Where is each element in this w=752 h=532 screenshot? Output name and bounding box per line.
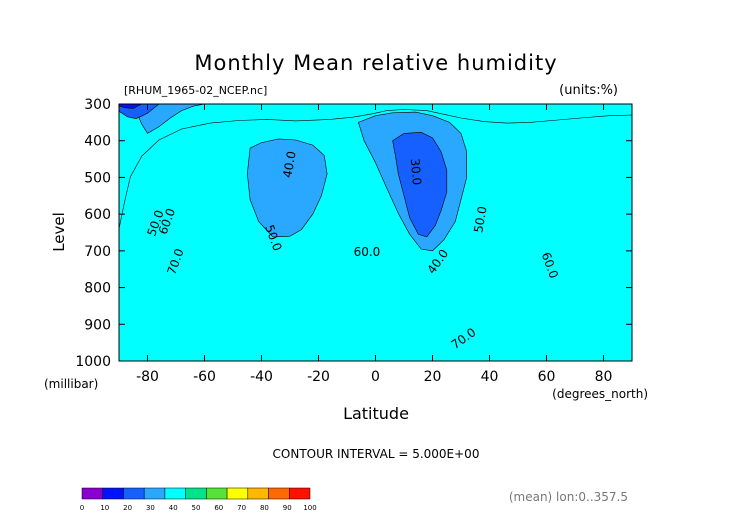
colorbar-label: 100 bbox=[303, 504, 316, 512]
contour-band-20-10 bbox=[392, 131, 448, 238]
y-tick-label: 300 bbox=[84, 97, 111, 113]
y-axis-unit: (millibar) bbox=[44, 377, 98, 391]
colorbar: 0 10 20 30 40 50 60 70 80 90 100 bbox=[80, 487, 317, 512]
contour-bands bbox=[119, 104, 632, 361]
colorbar-label: 20 bbox=[123, 504, 132, 512]
colorbar-label: 60 bbox=[214, 504, 223, 512]
y-tick-label: 1000 bbox=[75, 354, 111, 370]
y-tick-label: 500 bbox=[84, 170, 111, 186]
x-tick-label: 0 bbox=[371, 369, 380, 385]
y-axis-label: Level bbox=[50, 212, 68, 252]
chart-subtitle-units: (units:%) bbox=[559, 83, 618, 98]
footnote-text: (mean) lon:0..357.5 bbox=[509, 490, 628, 504]
colorbar-swatch bbox=[123, 487, 145, 500]
colorbar-label: 30 bbox=[146, 504, 155, 512]
y-tick-label: 600 bbox=[84, 207, 111, 223]
colorbar-swatch bbox=[143, 487, 166, 500]
colorbar-swatch bbox=[102, 487, 124, 500]
contour-label-0: 40.0 bbox=[280, 150, 298, 179]
x-tick-label: 40 bbox=[481, 369, 499, 385]
y-tick-label: 800 bbox=[84, 281, 111, 297]
chart-subtitle-file: [RHUM_1965-02_NCEP.nc] bbox=[124, 84, 267, 97]
x-tick-label: 60 bbox=[538, 369, 556, 385]
x-axis-label: Latitude bbox=[343, 404, 409, 423]
y-tick-label: 900 bbox=[84, 317, 111, 333]
colorbar-label: 50 bbox=[192, 504, 201, 512]
colorbar-swatch bbox=[185, 487, 207, 500]
colorbar-swatch bbox=[164, 487, 186, 500]
colorbar-swatch bbox=[247, 487, 269, 500]
contour-band-10-12 bbox=[119, 104, 142, 109]
x-tick-label: -60 bbox=[193, 369, 216, 385]
x-tick-label: -80 bbox=[136, 369, 159, 385]
colorbar-swatch bbox=[226, 487, 249, 500]
x-axis-unit: (degrees_north) bbox=[552, 387, 648, 401]
contour-labels: 40.0 30.050.060.070.050.0 60.0 40.050.060.0… bbox=[144, 150, 561, 352]
y-axis-ticks: 300 400 500 600 700 800 900 1000 bbox=[75, 97, 632, 370]
y-tick-label: 400 bbox=[84, 134, 111, 150]
colorbar-label: 0 bbox=[80, 504, 84, 512]
contour-label-6: 60.0 bbox=[354, 245, 381, 259]
colorbar-label: 80 bbox=[260, 504, 269, 512]
colorbar-swatch bbox=[268, 487, 290, 500]
chart-title: Monthly Mean relative humidity bbox=[194, 51, 557, 75]
x-tick-label: -20 bbox=[307, 369, 330, 385]
colorbar-label: 40 bbox=[169, 504, 178, 512]
contour-interval-text: CONTOUR INTERVAL = 5.000E+00 bbox=[273, 447, 480, 461]
contour-band-30-8 bbox=[246, 138, 328, 238]
contour-label-8: 50.0 bbox=[471, 205, 489, 234]
x-tick-label: 80 bbox=[595, 369, 613, 385]
colorbar-label: 90 bbox=[283, 504, 292, 512]
y-tick-label: 700 bbox=[84, 244, 111, 260]
contour-label-1: 30.0 bbox=[408, 158, 424, 186]
colorbar-swatch bbox=[206, 487, 228, 500]
colorbar-label: 10 bbox=[100, 504, 109, 512]
x-tick-label: -40 bbox=[250, 369, 273, 385]
x-tick-label: 20 bbox=[424, 369, 442, 385]
x-axis-ticks: -80 -60 -40 -20 0 20 40 60 80 bbox=[136, 104, 612, 385]
colorbar-swatch bbox=[289, 487, 311, 500]
colorbar-swatch bbox=[81, 487, 103, 500]
colorbar-label: 70 bbox=[237, 504, 246, 512]
